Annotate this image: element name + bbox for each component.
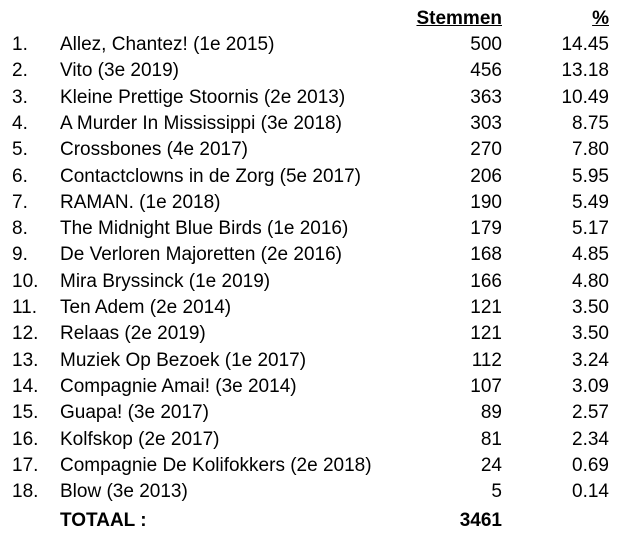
row-percent: 5.49 bbox=[572, 192, 609, 213]
row-name: Contactclowns in de Zorg (5e 2017) bbox=[60, 166, 361, 187]
row-percent: 0.14 bbox=[572, 481, 609, 502]
row-rank: 3. bbox=[12, 87, 28, 108]
row-rank: 6. bbox=[12, 166, 28, 187]
row-name: Muziek Op Bezoek (1e 2017) bbox=[60, 350, 307, 371]
row-percent: 8.75 bbox=[572, 113, 609, 134]
row-percent: 13.18 bbox=[561, 60, 609, 81]
row-name: Vito (3e 2019) bbox=[60, 60, 180, 81]
row-percent: 0.69 bbox=[572, 455, 609, 476]
row-name: The Midnight Blue Birds (1e 2016) bbox=[60, 218, 349, 239]
row-votes: 81 bbox=[480, 429, 502, 450]
row-rank: 5. bbox=[12, 139, 28, 160]
row-percent: 5.17 bbox=[572, 218, 609, 239]
row-rank: 4. bbox=[12, 113, 28, 134]
row-percent: 14.45 bbox=[561, 34, 609, 55]
row-percent: 4.80 bbox=[572, 271, 609, 292]
row-rank: 11. bbox=[12, 297, 38, 318]
row-percent: 3.50 bbox=[572, 297, 609, 318]
row-rank: 1. bbox=[12, 34, 28, 55]
row-votes: 121 bbox=[470, 323, 502, 344]
row-votes: 190 bbox=[470, 192, 502, 213]
row-votes: 500 bbox=[470, 34, 502, 55]
row-rank: 10. bbox=[12, 271, 39, 292]
row-votes: 270 bbox=[470, 139, 502, 160]
row-name: De Verloren Majoretten (2e 2016) bbox=[60, 244, 342, 265]
row-name: Kolfskop (2e 2017) bbox=[60, 429, 220, 450]
row-votes: 89 bbox=[480, 402, 502, 423]
row-votes: 24 bbox=[480, 455, 502, 476]
row-votes: 179 bbox=[470, 218, 502, 239]
row-votes: 112 bbox=[471, 350, 502, 371]
row-name: Kleine Prettige Stoornis (2e 2013) bbox=[60, 87, 346, 108]
votes-column-header: Stemmen bbox=[416, 8, 502, 29]
row-percent: 3.09 bbox=[572, 376, 609, 397]
row-votes: 206 bbox=[470, 166, 502, 187]
row-percent: 7.80 bbox=[572, 139, 609, 160]
row-votes: 456 bbox=[470, 60, 502, 81]
percent-column-header: % bbox=[592, 8, 609, 29]
total-label: TOTAAL : bbox=[60, 510, 147, 531]
row-name: Relaas (2e 2019) bbox=[60, 323, 206, 344]
row-percent: 5.95 bbox=[572, 166, 609, 187]
row-votes: 168 bbox=[470, 244, 502, 265]
row-votes: 166 bbox=[470, 271, 502, 292]
row-percent: 4.85 bbox=[572, 244, 609, 265]
row-name: Mira Bryssinck (1e 2019) bbox=[60, 271, 271, 292]
row-votes: 303 bbox=[470, 113, 502, 134]
row-name: A Murder In Mississippi (3e 2018) bbox=[60, 113, 342, 134]
row-percent: 3.24 bbox=[572, 350, 609, 371]
row-rank: 14. bbox=[12, 376, 39, 397]
row-rank: 15. bbox=[12, 402, 39, 423]
row-rank: 9. bbox=[12, 244, 28, 265]
row-votes: 363 bbox=[470, 87, 502, 108]
row-rank: 17. bbox=[12, 455, 39, 476]
row-percent: 10.49 bbox=[561, 87, 609, 108]
row-name: Blow (3e 2013) bbox=[60, 481, 188, 502]
row-rank: 16. bbox=[12, 429, 39, 450]
row-percent: 2.57 bbox=[572, 402, 609, 423]
row-name: RAMAN. (1e 2018) bbox=[60, 192, 221, 213]
row-votes: 121 bbox=[470, 297, 502, 318]
row-rank: 8. bbox=[12, 218, 28, 239]
row-rank: 18. bbox=[12, 481, 39, 502]
row-name: Guapa! (3e 2017) bbox=[60, 402, 209, 423]
row-rank: 7. bbox=[12, 192, 28, 213]
row-percent: 2.34 bbox=[572, 429, 609, 450]
row-percent: 3.50 bbox=[572, 323, 609, 344]
row-name: Ten Adem (2e 2014) bbox=[60, 297, 232, 318]
row-rank: 2. bbox=[12, 60, 28, 81]
row-name: Compagnie Amai! (3e 2014) bbox=[60, 376, 297, 397]
row-name: Allez, Chantez! (1e 2015) bbox=[60, 34, 275, 55]
row-rank: 12. bbox=[12, 323, 39, 344]
row-votes: 5 bbox=[491, 481, 502, 502]
total-votes: 3461 bbox=[459, 510, 502, 531]
row-name: Crossbones (4e 2017) bbox=[60, 139, 248, 160]
row-rank: 13. bbox=[12, 350, 39, 371]
row-votes: 107 bbox=[470, 376, 502, 397]
row-name: Compagnie De Kolifokkers (2e 2018) bbox=[60, 455, 372, 476]
